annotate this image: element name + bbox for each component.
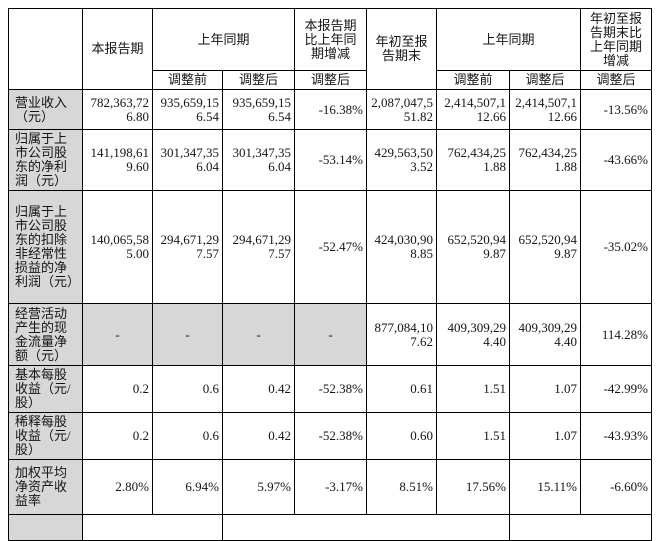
- cell-value: 2,414,507,112.66: [436, 89, 510, 130]
- cell-value: 0.60: [366, 412, 437, 460]
- cell-value: 0.6: [152, 412, 223, 460]
- header-adjusted-after-left: 调整后: [222, 70, 295, 90]
- cell-value: [509, 514, 652, 541]
- cell-value: 1.51: [436, 365, 510, 413]
- table-row-operating-revenue: 营业收入（元） 782,363,726.80 935,659,156.54 93…: [8, 89, 652, 130]
- cell-value: 0.2: [82, 365, 153, 413]
- cell-value: 294,671,297.57: [222, 190, 295, 304]
- cell-value: -52.47%: [294, 190, 367, 304]
- table-row-diluted-eps: 稀释每股收益（元/股） 0.2 0.6 0.42 -52.38% 0.60 1.…: [8, 412, 652, 460]
- cell-value: 0.2: [82, 412, 153, 460]
- row-label: 加权平均净资产收益率: [8, 459, 83, 515]
- header-adjusted-after-change-right: 调整后: [580, 70, 652, 90]
- cell-value: 652,520,949.87: [509, 190, 581, 304]
- table-row-operating-cash-flow: 经营活动产生的现金流量净额（元） - - - - 877,084,107.62 …: [8, 303, 652, 366]
- cell-value: [82, 514, 223, 541]
- cell-value: 762,434,251.88: [509, 129, 581, 191]
- row-label: 经营活动产生的现金流量净额（元）: [8, 303, 83, 366]
- cell-value: 762,434,251.88: [436, 129, 510, 191]
- cell-value: 0.42: [222, 412, 295, 460]
- cell-value: 409,309,294.40: [509, 303, 581, 366]
- cell-value: 1.07: [509, 365, 581, 413]
- cell-value: -52.38%: [294, 412, 367, 460]
- header-change-vs-prior: 本报告期比上年同期增减: [294, 8, 367, 71]
- header-prior-year-left: 上年同期: [152, 8, 295, 71]
- cell-value: 877,084,107.62: [366, 303, 437, 366]
- cell-value: 301,347,356.04: [222, 129, 295, 191]
- row-label: 基本每股收益（元/股）: [8, 365, 83, 413]
- financial-summary-table: 本报告期 上年同期 本报告期比上年同期增减 年初至报告期末 上年同期 年初至报告…: [8, 8, 652, 541]
- header-current-period: 本报告期: [82, 8, 153, 90]
- report-page: { "colors": { "row_label_bg": "#d7d7d7",…: [0, 8, 658, 541]
- cell-value: 114.28%: [580, 303, 652, 366]
- table-row-weighted-avg-roe: 加权平均净资产收益率 2.80% 6.94% 5.97% -3.17% 8.51…: [8, 459, 652, 515]
- header-adjusted-after-change-left: 调整后: [294, 70, 367, 90]
- header-row-1: 本报告期 上年同期 本报告期比上年同期增减 年初至报告期末 上年同期 年初至报告…: [8, 8, 652, 90]
- cell-value: -43.93%: [580, 412, 652, 460]
- cell-value: 6.94%: [152, 459, 223, 515]
- cell-value: 429,563,503.52: [366, 129, 437, 191]
- table-row-partial-cutoff: [8, 514, 652, 541]
- cell-value: 935,659,156.54: [152, 89, 223, 130]
- table-row-net-profit-excl-nonrecurring: 归属于上市公司股东的扣除非经常性损益的净利润（元） 140,065,585.00…: [8, 190, 652, 304]
- cell-value: 5.97%: [222, 459, 295, 515]
- cell-value: 0.6: [152, 365, 223, 413]
- cell-value: 0.42: [222, 365, 295, 413]
- cell-value: 2,414,507,112.66: [509, 89, 581, 130]
- cell-value: -16.38%: [294, 89, 367, 130]
- header-adjusted-before-right: 调整前: [436, 70, 510, 90]
- cell-value: -: [294, 303, 367, 366]
- row-label: 稀释每股收益（元/股）: [8, 412, 83, 460]
- cell-value: 8.51%: [366, 459, 437, 515]
- cell-value: 1.51: [436, 412, 510, 460]
- row-label: 归属于上市公司股东的扣除非经常性损益的净利润（元）: [8, 190, 83, 304]
- cell-value: 1.07: [509, 412, 581, 460]
- header-adjusted-after-right: 调整后: [509, 70, 581, 90]
- row-label: 归属于上市公司股东的净利润（元）: [8, 129, 83, 191]
- cell-value: -: [82, 303, 153, 366]
- cell-value: -3.17%: [294, 459, 367, 515]
- cell-value: -35.02%: [580, 190, 652, 304]
- cell-value: 141,198,619.60: [82, 129, 153, 191]
- cell-value: 140,065,585.00: [82, 190, 153, 304]
- table-row-basic-eps: 基本每股收益（元/股） 0.2 0.6 0.42 -52.38% 0.61 1.…: [8, 365, 652, 413]
- cell-value: 782,363,726.80: [82, 89, 153, 130]
- header-row-2: 调整前 调整后 调整后 调整前 调整后 调整后: [9, 70, 652, 90]
- cell-value: 2,087,047,551.82: [366, 89, 437, 130]
- table-row-net-profit: 归属于上市公司股东的净利润（元） 141,198,619.60 301,347,…: [8, 129, 652, 191]
- cell-value: 2.80%: [82, 459, 153, 515]
- header-ytd: 年初至报告期末: [366, 8, 437, 90]
- cell-value: -53.14%: [294, 129, 367, 191]
- cell-value: -13.56%: [580, 89, 652, 130]
- cell-value: -: [222, 303, 295, 366]
- cell-value: 17.56%: [436, 459, 510, 515]
- row-label: [8, 514, 83, 541]
- cell-value: -: [152, 303, 223, 366]
- header-corner-cell: [8, 8, 83, 90]
- cell-value: 424,030,908.85: [366, 190, 437, 304]
- header-prior-year-right: 上年同期: [436, 8, 581, 71]
- cell-value: [222, 514, 510, 541]
- cell-value: 294,671,297.57: [152, 190, 223, 304]
- cell-value: 409,309,294.40: [436, 303, 510, 366]
- cell-value: -6.60%: [580, 459, 652, 515]
- cell-value: 15.11%: [509, 459, 581, 515]
- cell-value: 0.61: [366, 365, 437, 413]
- cell-value: 652,520,949.87: [436, 190, 510, 304]
- header-adjusted-before-left: 调整前: [152, 70, 223, 90]
- cell-value: -52.38%: [294, 365, 367, 413]
- cell-value: 935,659,156.54: [222, 89, 295, 130]
- header-ytd-change: 年初至报告期末比上年同期增减: [580, 8, 652, 71]
- row-label: 营业收入（元）: [8, 89, 83, 130]
- cell-value: -42.99%: [580, 365, 652, 413]
- cell-value: 301,347,356.04: [152, 129, 223, 191]
- cell-value: -43.66%: [580, 129, 652, 191]
